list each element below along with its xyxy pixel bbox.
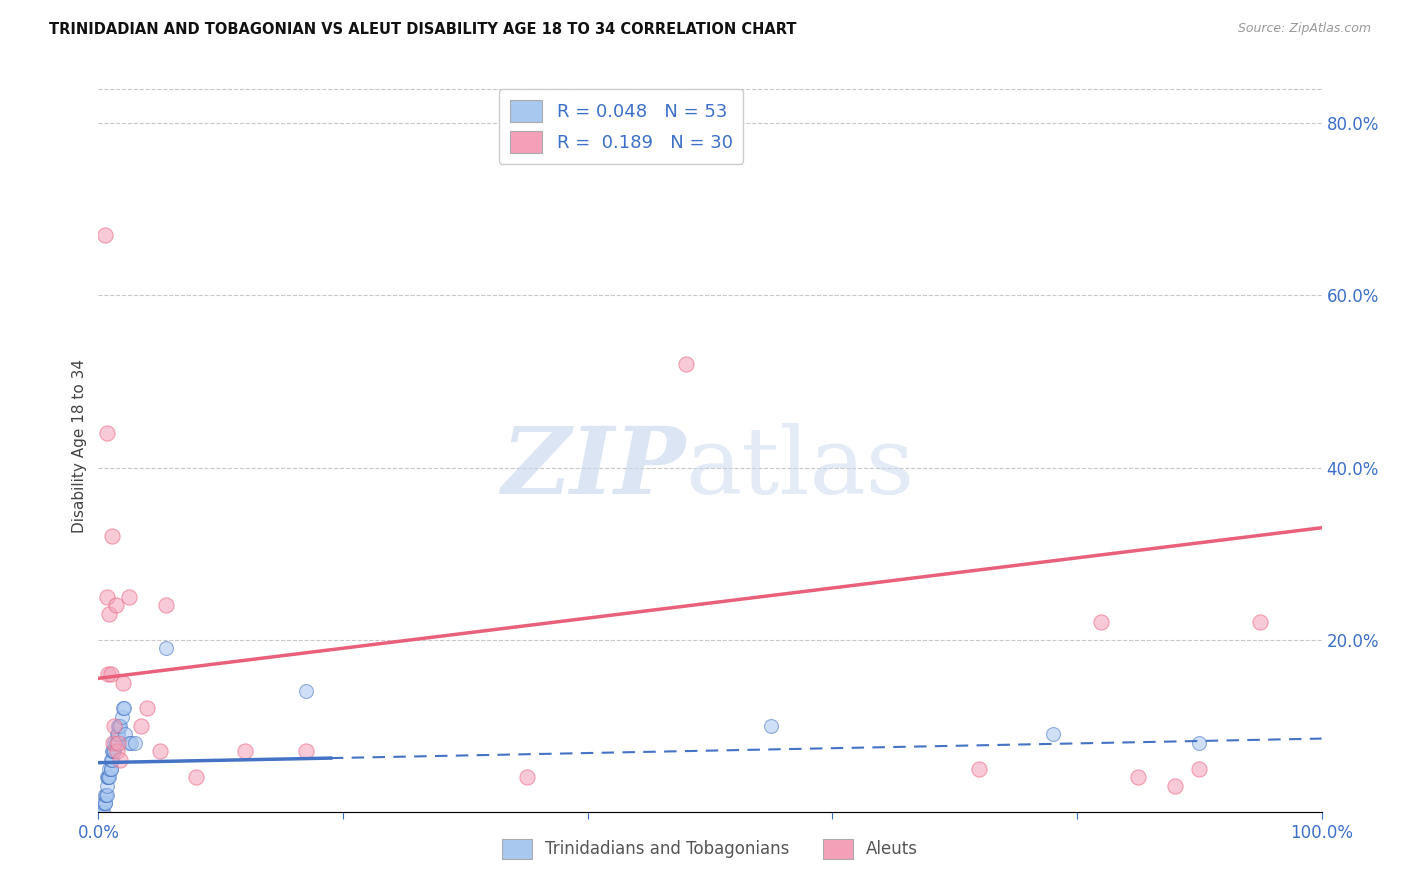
Point <box>107 719 129 733</box>
Point <box>90 805 112 819</box>
Point <box>101 744 124 758</box>
Point <box>155 598 177 612</box>
Point <box>94 788 117 802</box>
Point <box>96 779 118 793</box>
Point <box>96 788 118 802</box>
Point <box>103 744 125 758</box>
Point <box>120 736 142 750</box>
Point <box>233 744 256 758</box>
Point <box>1188 762 1211 776</box>
Point <box>761 719 783 733</box>
Point <box>98 770 121 784</box>
Point <box>98 762 121 776</box>
Point <box>101 529 124 543</box>
Y-axis label: Disability Age 18 to 34: Disability Age 18 to 34 <box>72 359 87 533</box>
Point <box>118 590 141 604</box>
Point <box>90 805 112 819</box>
Text: Source: ZipAtlas.com: Source: ZipAtlas.com <box>1237 22 1371 36</box>
Point <box>87 805 110 819</box>
Point <box>118 736 141 750</box>
Point <box>110 719 132 733</box>
Point <box>104 598 127 612</box>
Point <box>1090 615 1112 630</box>
Point <box>98 607 121 621</box>
Point <box>124 736 146 750</box>
Point <box>105 744 128 758</box>
Point <box>97 770 120 784</box>
Point <box>186 770 208 784</box>
Point <box>295 744 318 758</box>
Point <box>675 357 697 371</box>
Point <box>87 805 110 819</box>
Point <box>110 753 132 767</box>
Point <box>87 805 110 819</box>
Point <box>87 805 110 819</box>
Point <box>100 667 122 681</box>
Point <box>1249 615 1271 630</box>
Point <box>96 770 118 784</box>
Text: atlas: atlas <box>686 423 915 513</box>
Point <box>93 788 115 802</box>
Point <box>103 719 125 733</box>
Point <box>105 727 128 741</box>
Point <box>112 701 135 715</box>
Point <box>101 753 124 767</box>
Point <box>87 805 110 819</box>
Point <box>100 753 122 767</box>
Point <box>96 426 118 441</box>
Point <box>97 667 120 681</box>
Point <box>91 805 114 819</box>
Point <box>101 736 124 750</box>
Point <box>91 796 114 810</box>
Point <box>87 805 110 819</box>
Point <box>1042 727 1064 741</box>
Point <box>136 701 159 715</box>
Point <box>155 641 177 656</box>
Point <box>87 805 110 819</box>
Point <box>104 736 127 750</box>
Point <box>93 796 115 810</box>
Point <box>87 805 110 819</box>
Point <box>1128 770 1150 784</box>
Point <box>515 770 537 784</box>
Point <box>93 796 115 810</box>
Point <box>91 805 114 819</box>
Point <box>149 744 172 758</box>
Point <box>129 719 152 733</box>
Legend: Trinidadians and Tobagonians, Aleuts: Trinidadians and Tobagonians, Aleuts <box>495 832 925 865</box>
Point <box>108 719 131 733</box>
Text: TRINIDADIAN AND TOBAGONIAN VS ALEUT DISABILITY AGE 18 TO 34 CORRELATION CHART: TRINIDADIAN AND TOBAGONIAN VS ALEUT DISA… <box>49 22 797 37</box>
Point <box>87 805 110 819</box>
Point <box>103 736 125 750</box>
Text: ZIP: ZIP <box>502 423 686 513</box>
Point <box>107 727 129 741</box>
Point <box>111 701 134 715</box>
Point <box>101 744 124 758</box>
Point <box>87 805 110 819</box>
Point <box>93 228 115 243</box>
Point <box>100 762 122 776</box>
Point <box>1164 779 1187 793</box>
Point <box>111 710 134 724</box>
Point <box>107 736 129 750</box>
Point <box>1188 736 1211 750</box>
Point <box>111 675 134 690</box>
Point <box>114 727 136 741</box>
Point <box>91 805 114 819</box>
Point <box>97 770 120 784</box>
Point <box>100 762 122 776</box>
Point <box>96 590 118 604</box>
Point <box>295 684 318 698</box>
Point <box>967 762 990 776</box>
